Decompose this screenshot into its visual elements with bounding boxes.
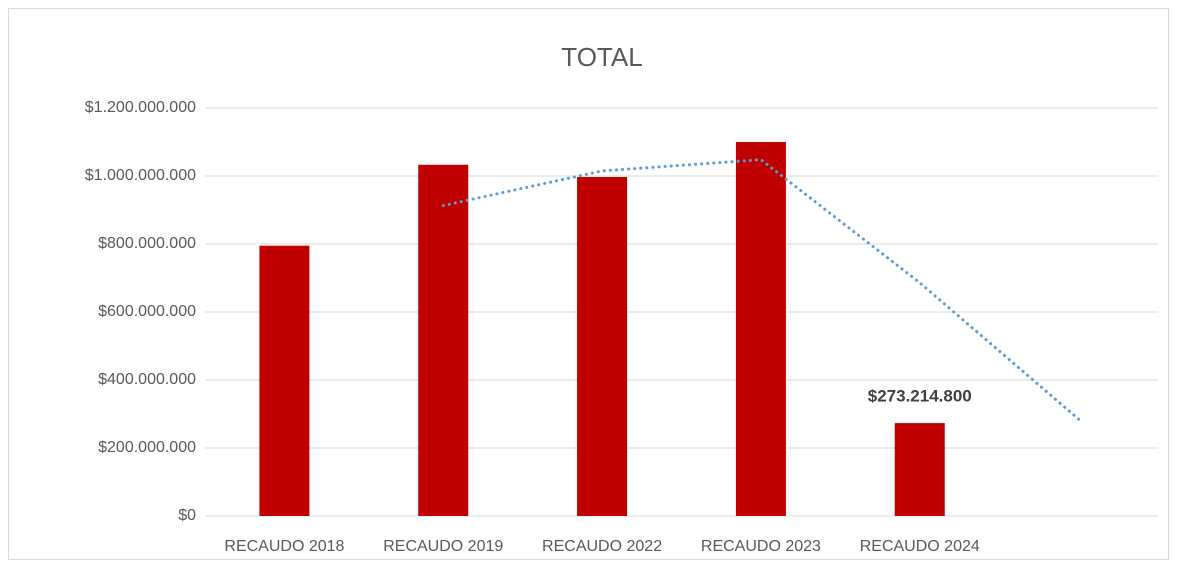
y-tick-label: $1.200.000.000 xyxy=(85,99,196,116)
bar xyxy=(894,423,945,516)
x-tick-label: RECAUDO 2019 xyxy=(383,538,503,555)
y-tick-label: $400.000.000 xyxy=(98,371,196,388)
trendline xyxy=(441,158,1081,421)
bar xyxy=(735,142,786,516)
x-tick-label: RECAUDO 2024 xyxy=(860,538,980,555)
y-tick-label: $800.000.000 xyxy=(98,235,196,252)
data-label: $273.214.800 xyxy=(868,387,972,406)
x-tick-label: RECAUDO 2018 xyxy=(224,538,344,555)
y-tick-label: $200.000.000 xyxy=(98,439,196,456)
x-tick-label: RECAUDO 2023 xyxy=(701,538,821,555)
bar xyxy=(259,245,310,516)
bar xyxy=(418,164,469,516)
x-tick-label: RECAUDO 2022 xyxy=(542,538,662,555)
y-tick-label: $0 xyxy=(178,507,196,524)
y-tick-label: $1.000.000.000 xyxy=(85,167,196,184)
bar xyxy=(577,177,628,516)
chart-title: TOTAL xyxy=(561,42,642,72)
y-tick-label: $600.000.000 xyxy=(98,303,196,320)
